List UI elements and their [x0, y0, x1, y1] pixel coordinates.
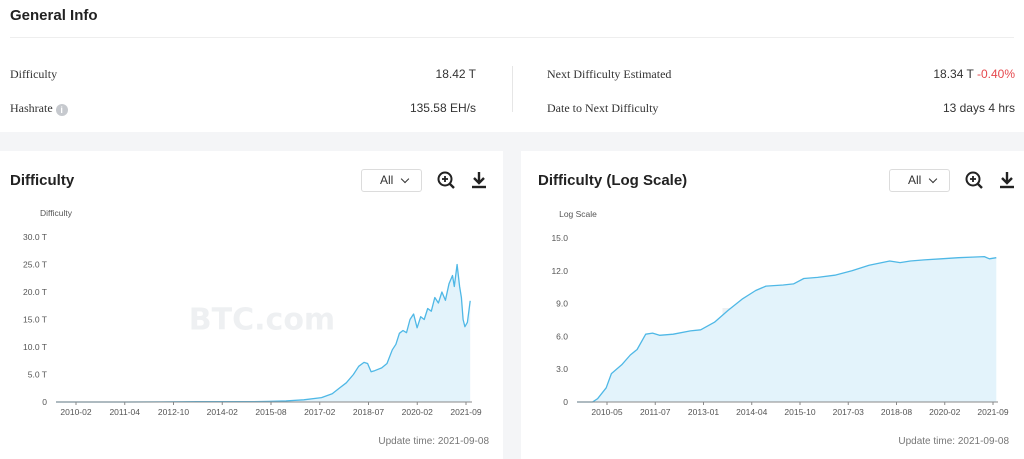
x-tick-label: 2017-03 [833, 407, 864, 417]
difficulty-value: 18.42 T [435, 67, 476, 81]
x-tick-label: 2011-07 [640, 407, 671, 417]
x-tick-label: 2021-09 [450, 407, 481, 417]
divider [10, 37, 1014, 38]
hashrate-label-row: Hashrate i [10, 101, 68, 116]
x-tick-label: 2014-04 [736, 407, 767, 417]
chevron-down-icon [928, 174, 938, 184]
card-title: Difficulty (Log Scale) [538, 172, 688, 189]
next-difficulty-value: 18.34 T [933, 67, 974, 81]
x-tick-label: 2020-02 [929, 407, 960, 417]
difficulty-chart: BTC.com Difficulty 0 5.0 T 10.0 T 15.0 T 20.0 … [23, 208, 482, 417]
watermark: BTC.com [189, 303, 335, 338]
next-difficulty-label: Next Difficulty Estimated [547, 67, 672, 81]
date-next-label: Date to Next Difficulty [547, 101, 659, 115]
date-next-value: 13 days 4 hrs [942, 101, 1015, 115]
x-tick-label: 2012-10 [158, 407, 189, 417]
range-select-value: All [908, 173, 922, 187]
column-divider [512, 66, 513, 112]
x-tick-label: 2021-09 [977, 407, 1008, 417]
y-axis-label: Log Scale [559, 209, 597, 219]
series-area [56, 264, 471, 402]
x-tick-label: 2015-08 [255, 407, 286, 417]
hashrate-label: Hashrate [10, 101, 53, 115]
general-info-panel: General Info Difficulty 18.42 T Hashrate… [0, 0, 1024, 132]
y-axis-label: Difficulty [40, 208, 73, 218]
card-title: Difficulty [10, 172, 75, 189]
y-tick-label: 0 [42, 397, 47, 407]
y-tick-label: 9.0 [556, 299, 568, 309]
x-tick-label: 2018-08 [881, 407, 912, 417]
difficulty-log-card: Difficulty (Log Scale) All BTC.comLog Sc… [521, 151, 1024, 459]
y-tick-label: 3.0 [556, 364, 568, 374]
next-difficulty-change: -0.40% [976, 67, 1015, 81]
x-tick-label: 2020-02 [402, 407, 433, 417]
zoom-in-icon[interactable] [964, 170, 984, 190]
download-icon[interactable] [469, 170, 489, 190]
range-select[interactable]: All [361, 169, 422, 192]
x-tick-label: 2014-02 [207, 407, 238, 417]
y-tick-label: 6.0 [556, 331, 568, 341]
update-time: Update time: 2021-09-08 [898, 436, 1009, 447]
difficulty-label: Difficulty [10, 67, 58, 81]
difficulty-card: Difficulty All BTC.com Difficulty 0 5.0 T 10… [0, 151, 503, 459]
series-line [577, 255, 997, 403]
general-info-title: General Info [10, 7, 98, 24]
y-tick-label: 25.0 T [23, 260, 47, 270]
difficulty-log-chart: BTC.comLog Scale03.06.09.012.015.02010-0… [551, 209, 1008, 417]
x-tick-label: 2017-02 [304, 407, 335, 417]
series-area [577, 256, 997, 402]
x-tick-label: 2010-05 [591, 407, 622, 417]
info-icon[interactable]: i [55, 104, 68, 116]
y-tick-label: 15.0 [551, 233, 568, 243]
y-tick-label: 10.0 T [23, 342, 47, 352]
x-tick-label: 2011-04 [109, 407, 140, 417]
x-tick-label: 2018-07 [353, 407, 384, 417]
zoom-in-icon[interactable] [436, 170, 456, 190]
range-select[interactable]: All [889, 169, 950, 192]
range-select-value: All [380, 173, 394, 187]
x-tick-label: 2015-10 [784, 407, 815, 417]
y-tick-label: 5.0 T [28, 370, 47, 380]
chevron-down-icon [400, 174, 410, 184]
next-difficulty-row: 18.34 T -0.40% [933, 67, 1015, 81]
update-time: Update time: 2021-09-08 [378, 436, 489, 447]
y-tick-label: 30.0 T [23, 232, 47, 242]
x-tick-label: 2013-01 [688, 407, 719, 417]
y-tick-label: 15.0 T [23, 315, 47, 325]
y-tick-label: 20.0 T [23, 287, 47, 297]
download-icon[interactable] [997, 170, 1017, 190]
y-tick-label: 0 [563, 397, 568, 407]
y-tick-label: 12.0 [551, 266, 568, 276]
hashrate-value: 135.58 EH/s [409, 101, 476, 115]
series-line [56, 263, 471, 403]
x-tick-label: 2010-02 [60, 407, 91, 417]
